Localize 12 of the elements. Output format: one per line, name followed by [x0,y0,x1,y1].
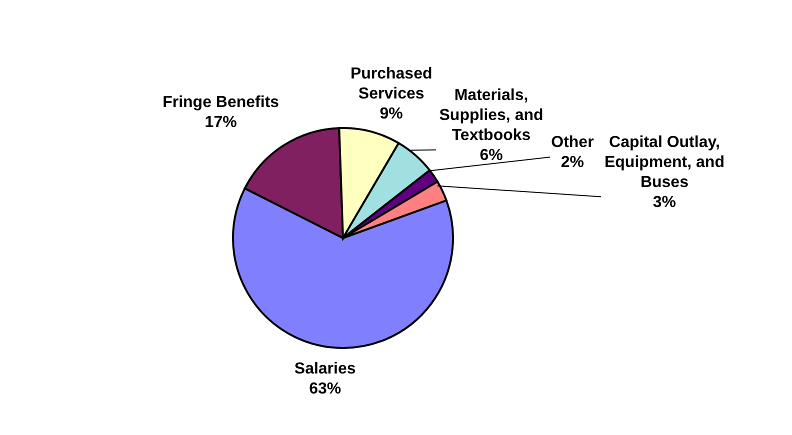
data-label: 9% [380,105,403,122]
slice-label: Capital Outlay, Equipment, and Buses [604,134,724,191]
data-label: 63% [309,380,342,398]
slice-label: Other [551,134,594,152]
slice-label: Salaries [294,360,356,378]
slice-label: Materials, Supplies, and Textbooks [439,86,544,144]
slice-label: Fringe Benefits [162,94,280,111]
data-label: 6% [480,146,503,164]
data-label: 17% [204,114,237,131]
data-label: 3% [652,194,676,211]
data-label: 2% [560,154,584,172]
slice-label: Purchased Services [350,65,432,102]
